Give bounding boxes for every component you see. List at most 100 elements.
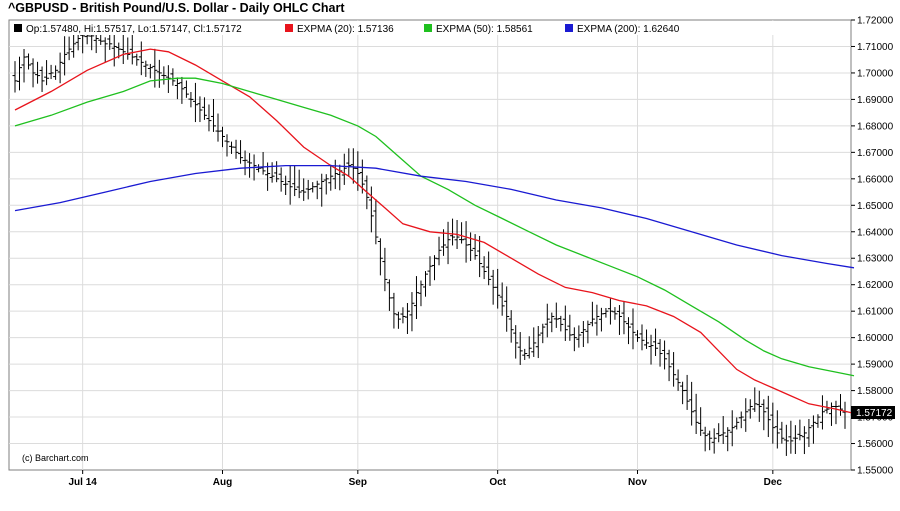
ohlc-bar: [220, 126, 225, 148]
y-tick-label: 1.64000: [857, 227, 894, 238]
expma20-legend-swatch: [285, 24, 293, 32]
ohlc-bar: [671, 352, 677, 387]
ohlc-bar: [747, 399, 753, 419]
ohlc-bar: [779, 421, 785, 444]
ohlc-bar: [725, 427, 731, 452]
ohlc-bar: [702, 426, 708, 452]
ohlc-bar: [526, 336, 532, 359]
ohlc-bar: [562, 305, 568, 341]
y-tick-label: 1.62000: [857, 280, 894, 291]
ohlc-bar: [616, 305, 622, 335]
y-tick-label: 1.68000: [857, 121, 894, 132]
ohlc-bar: [287, 165, 293, 205]
y-tick-label: 1.72000: [857, 16, 894, 27]
ohlc-bar: [553, 302, 559, 328]
ohlc-bar: [801, 426, 807, 455]
ohlc-bar: [585, 320, 591, 344]
legend-bar: Op:1.57480, Hi:1.57517, Lo:1.57147, Cl:1…: [10, 21, 850, 35]
ohlc-bar: [788, 420, 794, 454]
y-tick-label: 1.69000: [857, 95, 894, 106]
ohlc-bar: [278, 167, 284, 192]
moving-average-lines: [14, 48, 855, 415]
expma200-legend-label: EXPMA (200): 1.62640: [577, 24, 680, 35]
y-tick-label: 1.56000: [857, 439, 894, 450]
ohlc-bar: [486, 251, 492, 286]
y-tick-label: 1.63000: [857, 254, 894, 265]
x-month-label: Sep: [349, 477, 367, 488]
ohlc-bar: [319, 173, 325, 207]
ohlc-bar: [625, 317, 631, 345]
ohlc-bar: [783, 424, 789, 456]
ohlc-bar: [472, 234, 478, 260]
ohlc-bar: [201, 97, 207, 120]
expma50-legend-swatch: [424, 24, 432, 32]
last-price-label: 1.57172: [856, 408, 893, 419]
ohlc-bar: [174, 77, 180, 100]
expma-line-2: [14, 164, 855, 269]
ohlc-bar: [391, 292, 397, 329]
ohlc-bar: [188, 92, 194, 108]
ohlc-bar: [535, 325, 541, 359]
ohlc-bar: [707, 430, 713, 451]
ohlc-bar: [66, 36, 72, 61]
ohlc-bar: [837, 394, 843, 416]
ohlc-bar: [274, 161, 280, 183]
x-axis: Jul 14 Aug Sep Oct Nov Dec: [68, 470, 782, 488]
x-month-label: Dec: [764, 477, 783, 488]
ohlc-bar: [156, 59, 162, 88]
ohlc-bar: [806, 419, 812, 448]
ohlc-bar: [328, 164, 334, 191]
ohlc-bar: [368, 186, 374, 233]
x-month-label: Nov: [628, 477, 647, 488]
ohlc-bar: [558, 315, 564, 332]
expma-line-0: [14, 48, 855, 415]
ohlc-bar: [143, 60, 149, 77]
ohlc-bar: [711, 428, 717, 454]
ohlc-bar: [819, 395, 825, 430]
ohlc-bar: [648, 334, 654, 365]
ohlc-bar: [797, 419, 803, 441]
ohlc-bar: [332, 159, 338, 190]
ohlc-bar: [57, 52, 63, 84]
y-tick-label: 1.65000: [857, 201, 894, 212]
ohlc-bar: [698, 407, 704, 436]
ohlc-bar: [30, 58, 36, 88]
y-tick-label: 1.71000: [857, 42, 894, 53]
ohlc-bar: [662, 340, 668, 370]
ohlc-bar: [377, 238, 383, 276]
ohlc-bar: [765, 395, 771, 438]
x-month-label: Jul 14: [68, 477, 97, 488]
y-tick-label: 1.70000: [857, 68, 894, 79]
y-tick-label: 1.55000: [857, 466, 894, 477]
ohlc-bar: [657, 339, 663, 367]
ohlc-bar: [206, 104, 212, 132]
ohlc-bar: [639, 324, 645, 351]
y-tick-label: 1.67000: [857, 148, 894, 159]
ohlc-bar: [242, 150, 248, 176]
ohlc-bar: [292, 165, 298, 197]
ohlc-bar: [743, 398, 749, 432]
ohlc-bar: [666, 349, 672, 382]
ohlc-bar: [409, 292, 415, 332]
ohlc-bar: [269, 162, 275, 183]
ohlc-bars: [12, 22, 848, 456]
ohlc-bar: [459, 222, 465, 244]
expma20-legend-label: EXPMA (20): 1.57136: [297, 24, 394, 35]
ohlc-bar: [422, 271, 428, 297]
ohlc-bar: [238, 140, 244, 164]
ohlc-bar: [445, 221, 451, 265]
ohlc-bar: [305, 179, 311, 200]
ohlc-bar: [373, 199, 379, 245]
ohlc-bar: [413, 276, 419, 320]
ohlc-bar: [283, 175, 289, 196]
ohlc-bar: [170, 68, 176, 86]
ohlc-bar: [508, 310, 514, 343]
ohlc-bar: [247, 153, 253, 178]
ohlc-bar: [450, 218, 456, 246]
ohlc-bar: [580, 321, 586, 348]
ohlc-bar: [675, 369, 681, 391]
chart-title: ^GBPUSD - British Pound/U.S. Dollar - Da…: [8, 1, 345, 15]
ohlc-bar: [729, 410, 735, 447]
ohlc-bar: [432, 255, 438, 281]
ohlc-bar: [792, 425, 798, 454]
